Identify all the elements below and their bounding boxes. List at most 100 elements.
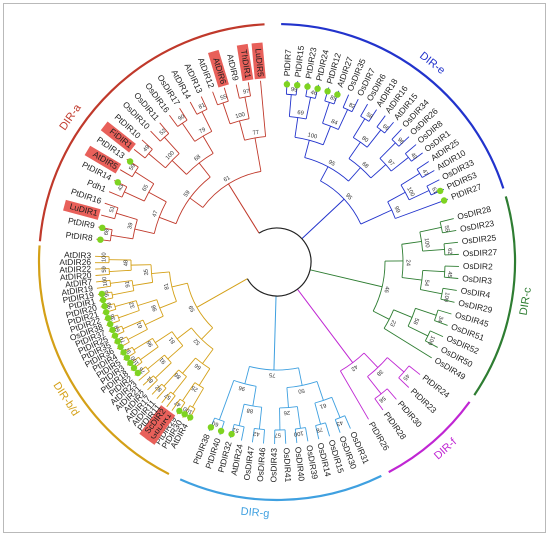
- branch-line: [148, 191, 167, 203]
- branch-line: [119, 169, 133, 178]
- branch-line: [379, 142, 396, 159]
- branch-line: [415, 307, 437, 316]
- leaf-label: AtDIR7: [65, 277, 93, 290]
- branch-line: [223, 87, 229, 102]
- branch-arc: [229, 118, 250, 125]
- branch-line: [366, 129, 382, 148]
- bootstrap-label: 81: [198, 103, 206, 111]
- branch-line: [437, 309, 452, 315]
- branch-arc: [202, 170, 262, 208]
- branch-line: [218, 380, 235, 420]
- leaf-label: PtDIR15: [292, 45, 306, 78]
- branch-line: [339, 370, 369, 420]
- branch-line: [134, 171, 155, 185]
- bootstrap-label: 91: [159, 356, 168, 365]
- branch-line: [148, 153, 166, 169]
- branch-line: [101, 214, 115, 220]
- leaf-label: OsDIR25: [461, 232, 497, 246]
- branch-arc: [131, 166, 139, 178]
- branch-arc: [320, 180, 362, 225]
- bootstrap-label: 97: [243, 89, 250, 96]
- leaf-marker: [114, 179, 122, 186]
- leaf-label: OsDIR43: [268, 448, 278, 483]
- branch-line: [112, 290, 134, 296]
- leaf-label: OsDIR47: [241, 445, 256, 481]
- branch-line: [400, 172, 420, 186]
- branch-arc: [372, 261, 386, 312]
- leaf-highlight: [236, 43, 254, 82]
- branch-line: [201, 111, 213, 132]
- bootstrap-label: 95: [104, 290, 111, 298]
- branch-arc: [175, 176, 211, 224]
- leaf-marker: [117, 343, 124, 351]
- clade-stem: [227, 183, 260, 234]
- bootstrap-label: 100: [130, 355, 141, 366]
- branch-line: [182, 357, 196, 374]
- bootstrap-label: 99: [393, 206, 401, 214]
- clade-ring: [37, 22, 517, 502]
- branch-line: [376, 115, 386, 128]
- branch-line: [434, 320, 448, 326]
- bootstrap-label: 42: [253, 430, 260, 437]
- leaf-highlight: [145, 409, 176, 445]
- branch-arc: [109, 280, 112, 287]
- bootstrap-label: 55: [220, 94, 228, 102]
- branch-line: [171, 282, 188, 288]
- bootstrap-label: 75: [269, 371, 276, 377]
- leaf-marker: [130, 364, 138, 372]
- bootstrap-label: 98: [151, 304, 159, 312]
- branch-line: [296, 406, 301, 429]
- leaf-marker: [111, 332, 119, 339]
- branch-line: [337, 109, 348, 130]
- leaf-marker: [97, 236, 104, 243]
- bootstrap-label: 46: [382, 286, 389, 294]
- branch-line: [133, 148, 146, 159]
- branch-line: [360, 209, 392, 225]
- leaf-highlight: [139, 405, 170, 441]
- bootstrap-label: 100: [426, 334, 436, 345]
- leaf-marker: [334, 91, 341, 98]
- branch-line: [171, 398, 181, 411]
- branch-line: [316, 381, 324, 401]
- branch-line: [367, 376, 382, 395]
- branch-line: [202, 348, 214, 364]
- branch-line: [348, 141, 361, 159]
- branch-line: [258, 407, 263, 430]
- branch-line: [322, 126, 331, 145]
- branch-arc: [295, 427, 306, 430]
- bootstrap-label: 99: [291, 87, 298, 94]
- branch-arc: [443, 243, 446, 255]
- branch-line: [426, 179, 440, 187]
- leaf-highlight: [84, 145, 122, 174]
- bootstrap-label: 100: [405, 186, 415, 197]
- bootstrap-label: 97: [386, 159, 395, 168]
- branch-line: [118, 310, 140, 319]
- branch-line: [383, 328, 432, 359]
- branch-line: [222, 102, 231, 124]
- bootstrap-label: 100: [182, 405, 193, 415]
- branch-arc: [111, 292, 114, 298]
- branch-line: [372, 310, 390, 320]
- bootstrap-label: 47: [152, 210, 160, 218]
- branch-line: [182, 382, 196, 402]
- bootstrap-label: 52: [159, 128, 168, 137]
- branch-line: [401, 240, 422, 245]
- branch-line: [411, 152, 423, 162]
- bootstrap-label: 50: [298, 387, 306, 394]
- bootstrap-label: 84: [330, 119, 339, 127]
- leaf-label: AtDIR3: [64, 250, 92, 261]
- bootstrap-label: 86: [174, 371, 183, 380]
- leaf-label: AtDIR22: [59, 264, 91, 275]
- branch-line: [159, 301, 177, 309]
- clade-stem: [273, 295, 277, 370]
- branch-line: [294, 117, 299, 138]
- bootstrap-values: 6851394359654749521009081796859559710077…: [102, 87, 453, 437]
- bootstrap-label: 58: [411, 317, 419, 325]
- bootstrap-label: 45: [446, 271, 452, 278]
- branch-line: [331, 397, 341, 418]
- leaf-marker: [440, 197, 448, 204]
- branch-line: [344, 415, 351, 429]
- bootstrap-label: 100: [307, 132, 318, 140]
- bootstrap-label: 61: [223, 175, 232, 184]
